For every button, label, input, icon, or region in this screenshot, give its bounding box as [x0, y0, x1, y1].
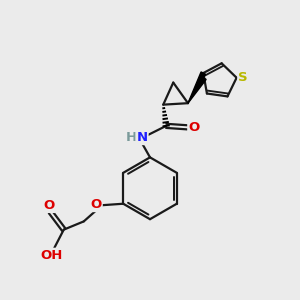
Text: S: S [238, 71, 248, 84]
Text: O: O [44, 199, 55, 212]
Polygon shape [188, 72, 206, 103]
Text: O: O [188, 121, 200, 134]
Polygon shape [188, 77, 206, 103]
Text: H: H [126, 131, 137, 144]
Text: N: N [136, 131, 148, 144]
Text: OH: OH [41, 249, 63, 262]
Text: O: O [91, 198, 102, 211]
